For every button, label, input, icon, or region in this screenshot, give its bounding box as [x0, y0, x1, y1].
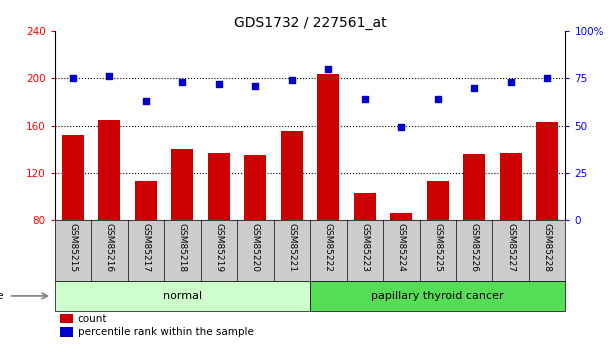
Bar — [281, 131, 303, 220]
Bar — [317, 73, 339, 220]
Text: normal: normal — [163, 291, 202, 301]
Text: GSM85228: GSM85228 — [543, 223, 551, 272]
Text: count: count — [78, 314, 107, 324]
Text: GSM85215: GSM85215 — [69, 223, 77, 272]
Point — [469, 85, 479, 90]
Text: GSM85217: GSM85217 — [142, 223, 150, 272]
Point — [360, 96, 370, 102]
Bar — [60, 327, 72, 337]
Bar — [536, 122, 558, 220]
Point — [396, 125, 406, 130]
Bar — [62, 135, 84, 220]
Point — [68, 76, 78, 81]
Bar — [98, 120, 120, 220]
Point — [433, 96, 443, 102]
Bar — [244, 155, 266, 220]
Text: GSM85226: GSM85226 — [470, 223, 478, 272]
Text: GSM85220: GSM85220 — [251, 223, 260, 272]
Point — [323, 66, 333, 72]
Bar — [208, 153, 230, 220]
Bar — [310, 281, 565, 311]
Bar — [463, 154, 485, 220]
Point — [105, 73, 114, 79]
Bar — [135, 181, 157, 220]
Bar — [427, 181, 449, 220]
Point — [542, 76, 552, 81]
Text: GSM85227: GSM85227 — [506, 223, 515, 272]
Bar — [354, 193, 376, 220]
Point — [287, 77, 297, 83]
Point — [214, 81, 224, 87]
Point — [178, 79, 187, 85]
Text: GSM85216: GSM85216 — [105, 223, 114, 272]
Text: GSM85219: GSM85219 — [215, 223, 223, 272]
Bar — [55, 281, 310, 311]
Text: GSM85223: GSM85223 — [361, 223, 369, 272]
Text: GSM85218: GSM85218 — [178, 223, 187, 272]
Text: percentile rank within the sample: percentile rank within the sample — [78, 327, 254, 337]
Bar — [171, 149, 193, 220]
Text: GSM85224: GSM85224 — [397, 223, 406, 272]
Text: GSM85221: GSM85221 — [288, 223, 296, 272]
Text: GSM85222: GSM85222 — [324, 223, 333, 272]
Bar — [500, 153, 522, 220]
Point — [506, 79, 516, 85]
Title: GDS1732 / 227561_at: GDS1732 / 227561_at — [233, 16, 387, 30]
Bar — [60, 314, 72, 323]
Point — [250, 83, 260, 89]
Point — [141, 98, 151, 104]
Text: papillary thyroid cancer: papillary thyroid cancer — [371, 291, 504, 301]
Text: disease state: disease state — [0, 291, 4, 301]
Text: GSM85225: GSM85225 — [434, 223, 442, 272]
Bar — [390, 213, 412, 220]
